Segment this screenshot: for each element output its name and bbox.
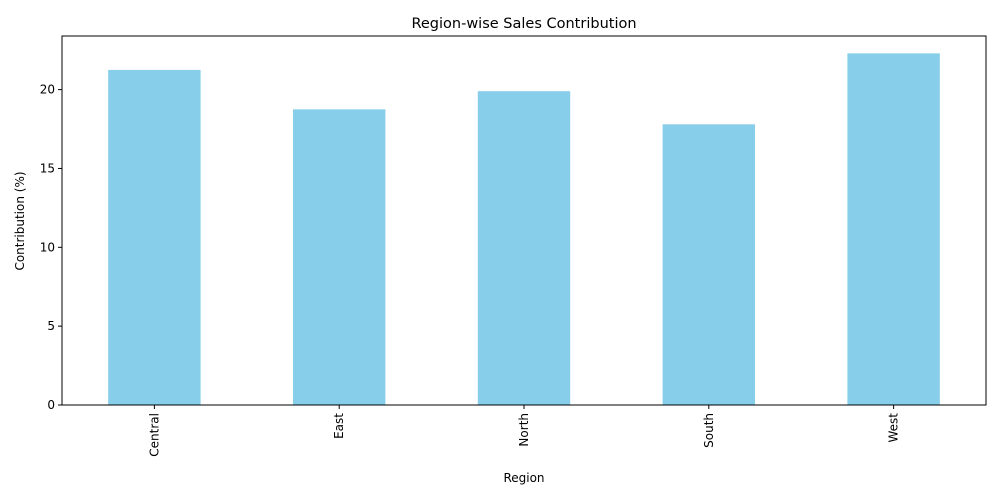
bar-east [293,109,386,406]
bar-central [108,69,201,406]
plot-frame [61,35,987,406]
x-axis-label: Region [503,471,544,485]
y-tick-label: 5 [47,319,55,333]
y-tick-label: 10 [40,240,55,254]
y-tick-label: 20 [40,83,55,97]
x-tick-label: South [702,413,716,448]
x-axis-ticks: Central East North South West [147,405,901,457]
y-axis-ticks: 0 5 10 15 20 [40,83,62,412]
bar-west [847,53,940,405]
x-tick-label: Central [147,413,161,457]
x-tick-label: West [887,413,901,443]
chart-title: Region-wise Sales Contribution [411,16,636,32]
x-tick-label: North [517,413,531,447]
y-tick-label: 15 [40,161,55,175]
y-tick-label: 0 [47,398,55,412]
bar-north [477,91,571,405]
bar-south [662,124,755,406]
x-tick-label: East [332,413,346,439]
bars-group [108,53,940,406]
y-axis-label: Contribution (%) [13,171,27,270]
